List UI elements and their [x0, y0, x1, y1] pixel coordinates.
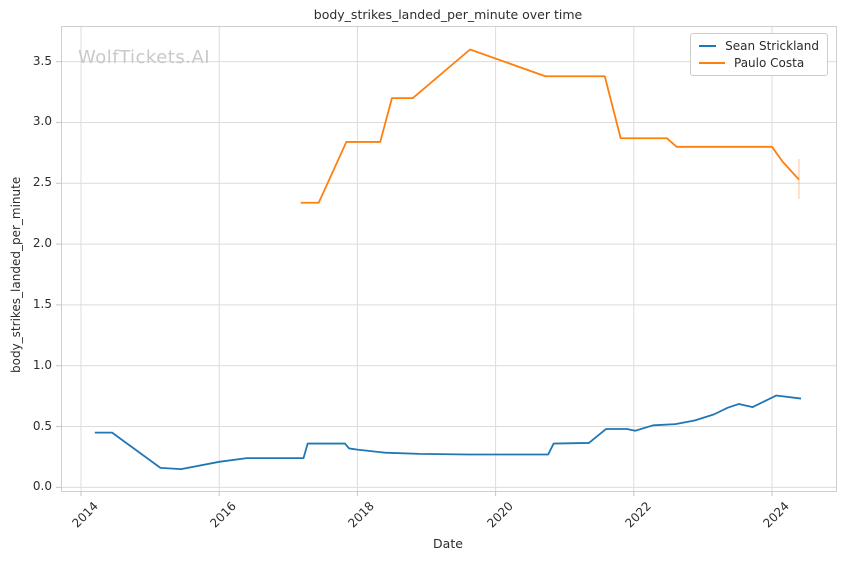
- chart-title: body_strikes_landed_per_minute over time: [313, 7, 583, 22]
- series-line-sean-strickland: [94, 394, 802, 471]
- series-line-paulo-costa: [300, 48, 800, 204]
- legend-line-swatch-blue: [699, 45, 717, 47]
- legend-item-sean-strickland: Sean Strickland: [699, 39, 819, 53]
- chart-svg: [56, 27, 836, 496]
- x-tick-label: 2014: [69, 499, 101, 531]
- plot-area: WolfTickets.AI: [56, 26, 837, 496]
- y-tick-label: 0.0: [32, 479, 52, 494]
- watermark: WolfTickets.AI: [78, 47, 211, 68]
- legend-label: Sean Strickland: [725, 39, 819, 53]
- x-tick-label: 2022: [622, 499, 654, 531]
- y-tick-label: 1.5: [32, 296, 52, 311]
- x-tick-label: 2018: [345, 499, 378, 531]
- x-tick-label: 2024: [760, 499, 792, 531]
- y-tick-label: 2.0: [32, 236, 52, 251]
- legend-item-paulo-costa: Paulo Costa: [699, 56, 819, 70]
- y-tick-label: 2.5: [32, 175, 52, 190]
- y-tick-label: 3.5: [32, 53, 52, 68]
- legend-label: Paulo Costa: [734, 56, 805, 70]
- x-tick-label: 2016: [207, 499, 240, 531]
- x-axis-label: Date: [433, 536, 463, 551]
- y-tick-label: 3.0: [32, 114, 52, 129]
- legend: Sean Strickland Paulo Costa: [690, 33, 828, 76]
- legend-line-swatch-orange: [699, 62, 725, 64]
- x-tick-label: 2020: [483, 499, 516, 531]
- y-axis-label: body_strikes_landed_per_minute: [9, 176, 23, 373]
- y-tick-label: 1.0: [32, 357, 52, 372]
- y-tick-label: 0.5: [32, 418, 52, 433]
